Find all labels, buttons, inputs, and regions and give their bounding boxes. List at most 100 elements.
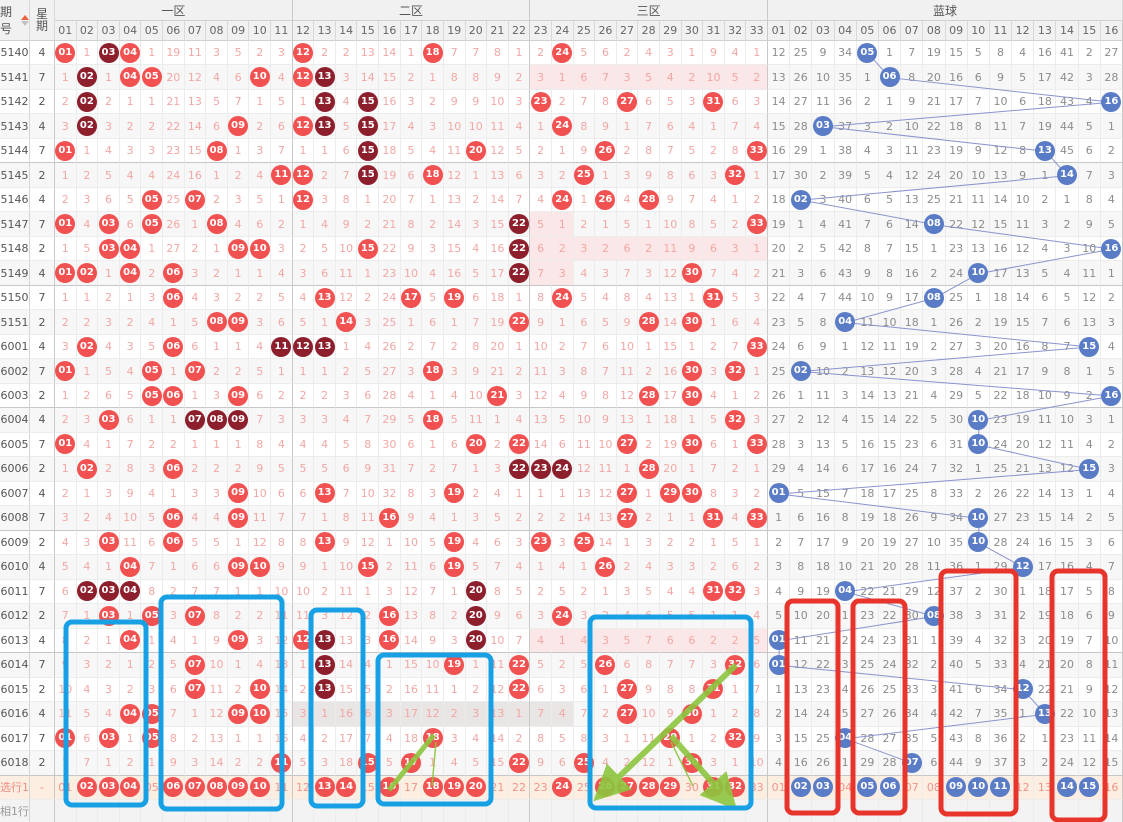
cell[interactable]: 09	[227, 775, 250, 800]
cell[interactable]: 32	[724, 775, 747, 800]
cell: 09	[227, 408, 250, 433]
column-header: 32	[724, 21, 747, 41]
cell: 12	[357, 530, 380, 556]
cell: 12	[184, 65, 207, 90]
cell: 30	[945, 408, 968, 433]
cell: 6	[422, 310, 444, 335]
cell[interactable]: 11	[271, 775, 293, 800]
cell: 1	[227, 726, 250, 752]
cell[interactable]: 07	[184, 775, 207, 800]
issue-column-header[interactable]: 期号	[0, 0, 30, 41]
cell: 1	[55, 383, 77, 409]
cell: 12	[967, 212, 990, 237]
cell[interactable]: 33	[746, 775, 768, 800]
cell: 44	[834, 285, 857, 311]
cell[interactable]: 05	[141, 775, 164, 800]
cell[interactable]: 14	[1056, 775, 1079, 800]
cell[interactable]: 29	[659, 775, 682, 800]
cell: 1	[812, 138, 835, 164]
cell[interactable]: 16	[1100, 775, 1123, 800]
cell: 3	[314, 187, 336, 213]
red-ball: 26	[595, 189, 616, 210]
cell[interactable]: 04	[834, 775, 857, 800]
cell: 1	[141, 89, 164, 115]
cell[interactable]: 13	[314, 775, 336, 800]
cell[interactable]: 03	[812, 775, 835, 800]
sort-icon[interactable]	[21, 14, 29, 26]
cell: 9	[357, 457, 380, 482]
cell[interactable]: 17	[400, 775, 423, 800]
cell: 11	[901, 138, 924, 164]
cell[interactable]: 25	[573, 775, 596, 800]
cell: 1	[638, 334, 660, 360]
cell: 03	[98, 408, 120, 433]
cell[interactable]: 16	[379, 775, 401, 800]
cell: 6	[834, 457, 857, 482]
cell[interactable]: 30	[681, 775, 704, 800]
cell: 1	[206, 334, 228, 360]
cell: 1	[76, 285, 99, 311]
cell[interactable]: 20	[465, 775, 488, 800]
cell: 9	[206, 628, 228, 654]
cell[interactable]: 07	[901, 775, 924, 800]
red-ball: 27	[617, 507, 638, 528]
cell[interactable]: 12	[292, 775, 315, 800]
cell[interactable]: 05	[856, 775, 879, 800]
cell[interactable]: 06	[878, 775, 902, 800]
cell[interactable]: 26	[595, 775, 617, 800]
cell: 3	[292, 702, 315, 727]
cell[interactable]: 12	[1012, 775, 1035, 800]
dark-red-ball: 02	[76, 91, 97, 112]
cell[interactable]: 10	[967, 775, 990, 800]
cell: 1	[292, 653, 315, 678]
cell[interactable]: 14	[335, 775, 358, 800]
red-ball: 29	[660, 728, 681, 749]
cell: 16	[379, 628, 401, 654]
cell: 34	[834, 41, 857, 66]
cell[interactable]: 06	[163, 775, 185, 800]
cell: 1	[681, 334, 704, 360]
cell[interactable]: 09	[945, 775, 968, 800]
row-6004: 6004 4 2 3 03 6 1 1 07 08 09 7 3 3 3 4 7 29 5 18 5 11 1 4 13 5 10 9…	[0, 408, 1123, 433]
cell: 33	[746, 506, 768, 531]
cell: 4	[746, 310, 768, 335]
cell[interactable]: 31	[703, 775, 725, 800]
cell[interactable]: 02	[76, 775, 99, 800]
cell[interactable]: 02	[790, 775, 813, 800]
cell[interactable]: 21	[487, 775, 509, 800]
cell: 1	[616, 457, 639, 482]
cell: 08	[206, 408, 228, 433]
cell: 4	[422, 138, 444, 164]
cell: 13	[487, 702, 509, 727]
cell[interactable]: 18	[422, 775, 444, 800]
cell[interactable]: 19	[443, 775, 466, 800]
cell[interactable]: 08	[206, 775, 228, 800]
cell[interactable]: 01	[768, 775, 791, 800]
cell[interactable]: 15	[1078, 775, 1101, 800]
cell[interactable]: 01	[55, 775, 77, 800]
cell[interactable]: 22	[508, 775, 531, 800]
red-ball: 19	[444, 483, 465, 504]
cell: 12	[487, 677, 509, 703]
cell: 6	[271, 114, 293, 139]
cell[interactable]: 08	[923, 775, 946, 800]
cell[interactable]: 15	[357, 775, 380, 800]
cell[interactable]: 10	[249, 775, 272, 800]
cell[interactable]: 23	[530, 775, 552, 800]
cell[interactable]: 11	[989, 775, 1013, 800]
cell[interactable]: 03	[98, 775, 120, 800]
cell: 6	[163, 677, 185, 703]
cell: 10	[923, 530, 946, 556]
red-ball: 27	[617, 679, 638, 700]
cell[interactable]: 27	[616, 775, 639, 800]
cell: 8	[1012, 138, 1035, 164]
cell[interactable]: 13	[1034, 775, 1057, 800]
cell: 19	[856, 506, 879, 531]
cell[interactable]: 04	[119, 775, 142, 800]
cell[interactable]: 28	[638, 775, 660, 800]
cell: 14	[487, 726, 509, 752]
cell: 2	[1012, 726, 1035, 752]
dark-red-ball: 02	[76, 67, 97, 88]
cell[interactable]: 24	[551, 775, 574, 800]
cell: 12	[1012, 555, 1035, 580]
